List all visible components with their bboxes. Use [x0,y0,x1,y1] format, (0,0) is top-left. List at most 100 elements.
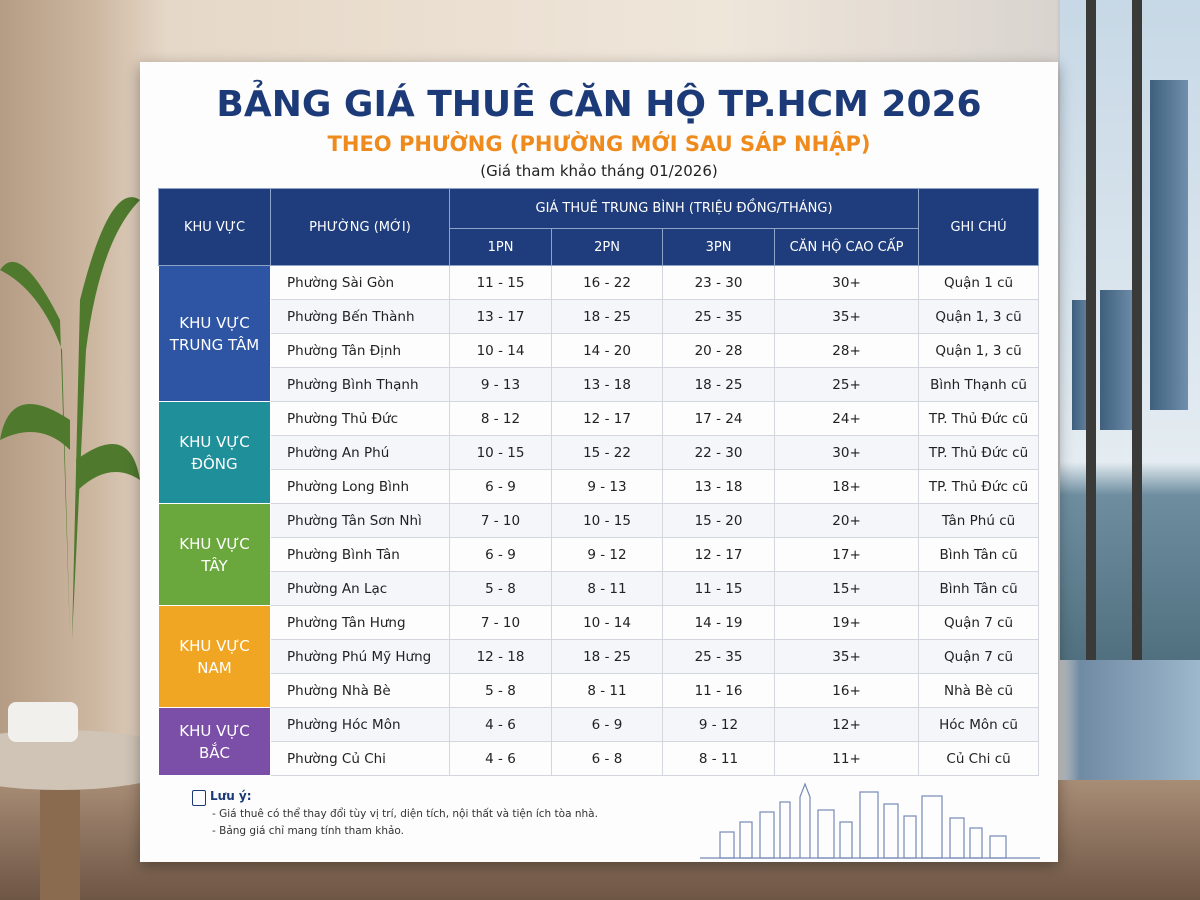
price-cell: 17+ [773,537,920,572]
ward-name: Phường Bình Thạnh [270,367,450,402]
ward-name: Phường Tân Định [270,333,450,368]
price-cell: 13 - 17 [449,299,552,334]
price-cell: 10 - 14 [551,605,663,640]
price-cell: 13 - 18 [662,469,775,504]
price-cell: 18 - 25 [551,299,663,334]
note-cell: TP. Thủ Đức cũ [918,435,1040,470]
footer-item: - Bảng giá chỉ mang tính tham khảo. [212,825,404,837]
note-cell: Tân Phú cũ [918,503,1040,538]
price-cell: 35+ [773,299,920,334]
price-cell: 23 - 30 [662,265,775,300]
price-cell: 12 - 17 [551,401,663,436]
price-cell: 8 - 11 [551,673,663,708]
price-cell: 13 - 18 [551,367,663,402]
note-cell: Quận 1, 3 cũ [918,299,1040,334]
ward-name: Phường An Lạc [270,571,450,606]
ward-name: Phường Tân Sơn Nhì [270,503,450,538]
price-cell: 25 - 35 [662,299,775,334]
price-cell: 4 - 6 [449,707,552,742]
note-cell: Nhà Bè cũ [918,673,1040,708]
ward-name: Phường Bến Thành [270,299,450,334]
price-cell: 30+ [773,265,920,300]
ward-name: Phường Bình Tân [270,537,450,572]
column-group-header: GIÁ THUÊ TRUNG BÌNH (TRIỆU ĐỒNG/THÁNG) [448,188,920,229]
price-cell: 7 - 10 [449,503,552,538]
region-cell: KHU VỰC ĐÔNG [158,401,271,504]
note-cell: Quận 1, 3 cũ [918,333,1040,368]
column-header: KHU VỰC [158,188,271,266]
price-cell: 14 - 19 [662,605,775,640]
price-cell: 22 - 30 [662,435,775,470]
price-cell: 16 - 22 [551,265,663,300]
note-cell: TP. Thủ Đức cũ [918,469,1040,504]
price-cell: 15+ [773,571,920,606]
ward-name: Phường Tân Hưng [270,605,450,640]
price-cell: 8 - 11 [551,571,663,606]
price-cell: 25+ [773,367,920,402]
region-name: KHU VỰC TRUNG TÂM [169,313,260,354]
ward-name: Phường Phú Mỹ Hưng [270,639,450,674]
price-cell: 12 - 17 [662,537,775,572]
price-cell: 28+ [773,333,920,368]
ward-name: Phường Sài Gòn [270,265,450,300]
price-cell: 17 - 24 [662,401,775,436]
region-cell: KHU VỰC BẮC [158,707,271,776]
window-frame [1132,0,1142,660]
price-cell: 6 - 9 [449,469,552,504]
table-row: KHU VỰC ĐÔNG Phường Thủ Đức 8 - 12 12 - 17 1… [158,401,1040,504]
price-cell: 11+ [773,741,920,776]
price-cell: 7 - 10 [449,605,552,640]
table-row: Phường Tân Định 10 - 14 14 - 20 20 - 28 28+ Q… [159,333,1040,368]
price-table: KHU VỰC PHƯỜNG (MỚI) GIÁ THUÊ TRUNG BÌNH… [158,188,1040,776]
price-cell: 18 - 25 [662,367,775,402]
table-row: Phường Phú Mỹ Hưng 12 - 18 18 - 25 25 - 35 3… [159,639,1040,674]
price-cell: 9 - 13 [449,367,552,402]
price-cell: 10 - 15 [449,435,552,470]
tower [1100,290,1136,430]
price-cell: 25 - 35 [662,639,775,674]
price-cell: 6 - 8 [551,741,663,776]
price-cell: 11 - 15 [662,571,775,606]
window-view [1060,0,1200,660]
price-cell: 12 - 18 [449,639,552,674]
price-cell: 18+ [773,469,920,504]
price-cell: 8 - 11 [662,741,775,776]
subtitle: THEO PHƯỜNG (PHƯỜNG MỚI SAU SÁP NHẬP) [327,132,871,156]
price-cell: 6 - 9 [449,537,552,572]
plant [0,197,140,640]
region-name: KHU VỰC TÂY [179,534,250,575]
date-note: (Giá tham khảo tháng 01/2026) [480,162,718,180]
price-cell: 18 - 25 [551,639,663,674]
price-cell: 30+ [773,435,920,470]
price-cell: 9 - 12 [551,537,663,572]
footer-title: Lưu ý: [210,789,252,803]
column-header: CĂN HỘ CAO CẤP [773,228,920,266]
note-cell: Quận 7 cũ [918,639,1040,674]
price-cell: 20+ [773,503,920,538]
note-cell: Hóc Môn cũ [918,707,1040,742]
note-cell: TP. Thủ Đức cũ [918,401,1040,436]
price-cell: 12+ [773,707,920,742]
skyline-illustration [700,782,1040,859]
ward-name: Phường Hóc Môn [270,707,450,742]
note-cell: Bình Thạnh cũ [918,367,1040,402]
price-board: BẢNG GIÁ THUÊ CĂN HỘ TP.HCM 2026 THEO PH… [140,62,1058,862]
table-row: Phường Bến Thành 13 - 17 18 - 25 25 - 35 35+… [159,299,1040,334]
footer-list: - Giá thuê có thể thay đổi tùy vị trí, d… [190,806,598,840]
note-cell: Bình Tân cũ [918,571,1040,606]
note-cell: Bình Tân cũ [918,537,1040,572]
region-name: KHU VỰC BẮC [179,721,250,762]
ward-name: Phường Củ Chi [270,741,450,776]
note-icon [192,790,206,806]
footer-item: - Giá thuê có thể thay đổi tùy vị trí, d… [212,808,598,820]
price-cell: 5 - 8 [449,571,552,606]
price-cell: 8 - 12 [449,401,552,436]
price-cell: 16+ [773,673,920,708]
region-name: KHU VỰC ĐÔNG [179,432,250,473]
ward-name: Phường An Phú [270,435,450,470]
